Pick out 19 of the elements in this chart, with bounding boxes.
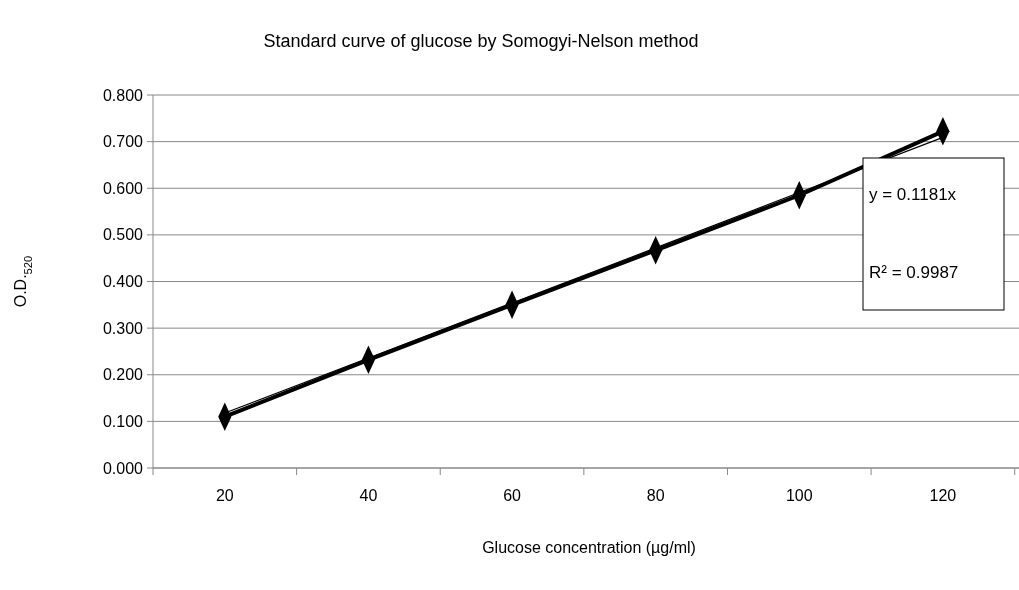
x-tick-label: 20 [215, 487, 234, 504]
x-tick-label: 80 [646, 487, 665, 504]
y-tick-label: 0.200 [102, 366, 144, 384]
y-tick-label: 0.500 [102, 226, 144, 244]
x-axis-title: Glucose concentration (µg/ml) [482, 539, 696, 556]
chart-title: Standard curve of glucose by Somogyi-Nelson method [263, 31, 699, 51]
x-tick-label: 100 [785, 487, 813, 504]
annotation: y = 0.1181x [869, 185, 957, 204]
x-tick-label: 120 [929, 487, 957, 504]
y-tick-label: 0.400 [102, 273, 144, 291]
y-tick-label: 0.800 [102, 86, 144, 104]
y-tick-label: 0.700 [102, 133, 144, 151]
x-tick-label: 40 [359, 487, 378, 504]
x-tick-label: 60 [503, 487, 522, 504]
y-tick-label: 0.000 [102, 459, 144, 477]
annotation: R² = 0.9987 [869, 263, 959, 282]
y-tick-label: 0.300 [102, 319, 144, 337]
y-tick-label: 0.100 [102, 412, 144, 430]
y-tick-label: 0.600 [102, 179, 144, 197]
